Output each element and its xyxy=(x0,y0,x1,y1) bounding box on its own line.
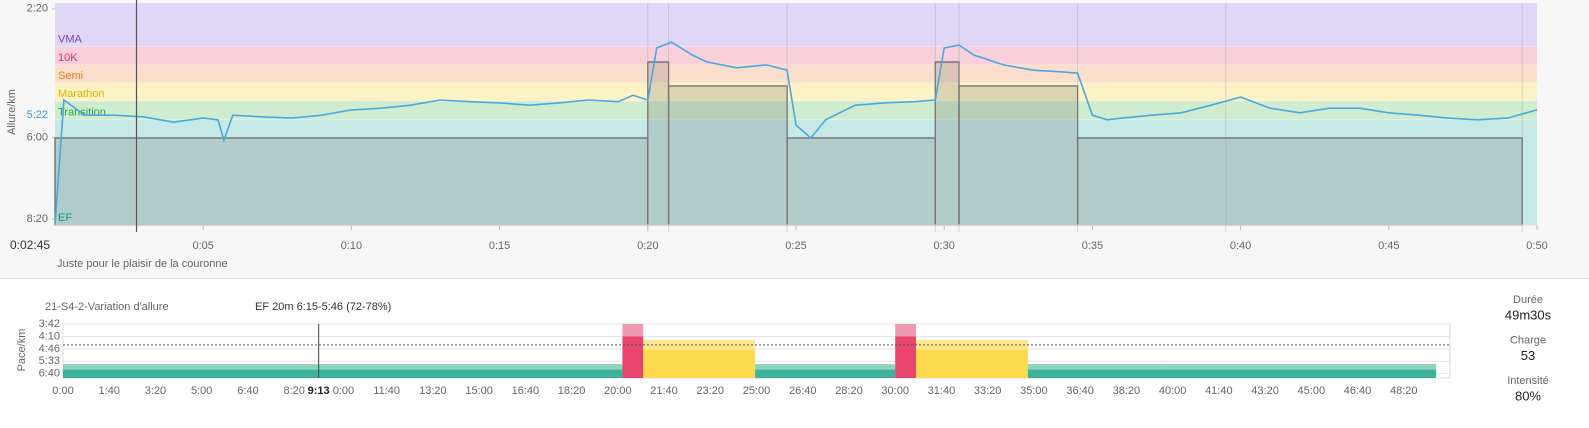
step-bar xyxy=(895,336,917,378)
x-tick-label: 41:40 xyxy=(1205,385,1233,397)
cursor-pace: 5:22 xyxy=(27,109,48,121)
pace-zone xyxy=(55,46,1537,65)
x-tick-label: 43:20 xyxy=(1251,385,1279,397)
pace-zone xyxy=(55,64,1537,84)
y-tick-label: 2:20 xyxy=(27,3,48,15)
target-pace xyxy=(786,137,936,226)
x-tick-label: 40:00 xyxy=(1159,385,1187,397)
y-tick-label: 6:00 xyxy=(27,131,48,143)
x-tick-label: 3:20 xyxy=(145,385,166,397)
x-tick-label: 0:15 xyxy=(489,240,510,252)
x-tick-label: 25:00 xyxy=(743,385,771,397)
x-tick-label: 11:40 xyxy=(373,385,400,397)
x-tick-label: 21:40 xyxy=(650,385,678,397)
target-pace xyxy=(667,85,788,226)
step-band xyxy=(1167,364,1437,370)
workout-step: EF 20m 6:15-5:46 (72-78%) xyxy=(255,301,391,313)
step-band xyxy=(622,324,644,337)
x-tick-label: 1:40 xyxy=(99,385,120,397)
step-bar xyxy=(1167,369,1437,378)
cursor-time: 0:02:45 xyxy=(10,238,50,252)
x-tick-label: 18:20 xyxy=(558,385,586,397)
x-tick-label: 16:40 xyxy=(512,385,540,397)
y-tick-label: 3:42 xyxy=(39,318,60,330)
x-tick-label: 15:00 xyxy=(465,385,493,397)
x-tick-label: 8:20 xyxy=(283,385,304,397)
x-tick-label: 5:00 xyxy=(191,385,212,397)
x-tick-label: 13:20 xyxy=(419,385,447,397)
step-band xyxy=(1027,364,1168,370)
step-bar xyxy=(622,336,644,378)
x-tick-label: 0:40 xyxy=(1230,240,1251,252)
workout-title: 21-S4-2-Variation d'allure xyxy=(45,301,169,313)
target-pace xyxy=(958,85,1079,226)
step-band xyxy=(63,364,623,370)
x-tick-label: 0:20 xyxy=(637,240,658,252)
y-tick-label: 4:46 xyxy=(39,343,60,355)
x-tick-label: 28:20 xyxy=(835,385,863,397)
step-bar xyxy=(643,349,756,378)
x-tick-label: 23:20 xyxy=(697,385,725,397)
x-tick-label: 45:00 xyxy=(1298,385,1326,397)
step-bar xyxy=(63,369,623,378)
y-tick-label: 8:20 xyxy=(27,213,48,225)
zone-label: EF xyxy=(58,212,72,224)
x-tick-label: 10:00 xyxy=(327,385,355,397)
x-tick-label: 0:25 xyxy=(785,240,806,252)
pace-zone xyxy=(55,3,1537,47)
x-tick-label: 0:00 xyxy=(52,385,73,397)
step-band xyxy=(895,324,917,337)
pace-line xyxy=(54,41,1538,226)
zone-label: 10K xyxy=(58,52,78,64)
x-tick-label: 20:00 xyxy=(604,385,632,397)
step-band xyxy=(755,364,896,370)
x-tick-label: 38:20 xyxy=(1113,385,1141,397)
x-tick-label: 35:00 xyxy=(1020,385,1048,397)
x-tick-label: 0:05 xyxy=(192,240,213,252)
x-tick-label: 46:40 xyxy=(1344,385,1372,397)
x-tick-label: 26:40 xyxy=(789,385,817,397)
step-bar xyxy=(755,369,896,378)
x-tick-label: 36:40 xyxy=(1066,385,1094,397)
target-pace xyxy=(934,61,960,226)
x-tick-label: 6:40 xyxy=(237,385,258,397)
y-tick-label: 5:33 xyxy=(39,355,60,367)
step-bar xyxy=(1027,369,1168,378)
zone-label: VMA xyxy=(58,34,83,46)
zone-label: Marathon xyxy=(58,88,104,100)
subtitle: Juste pour le plaisir de la couronne xyxy=(57,258,228,270)
x-tick-label: 0:30 xyxy=(933,240,954,252)
cursor-label-bg xyxy=(304,383,333,399)
pace-zone xyxy=(55,83,1537,102)
stat-value: 49m30s xyxy=(1505,307,1552,322)
y-tick-label: 6:40 xyxy=(39,368,60,380)
x-tick-label: 31:40 xyxy=(928,385,956,397)
y-tick-label: 4:10 xyxy=(39,330,60,342)
x-tick-label: 33:20 xyxy=(974,385,1002,397)
x-tick-label: 0:35 xyxy=(1082,240,1103,252)
stat-value: 53 xyxy=(1521,348,1535,363)
stat-value: 80% xyxy=(1515,388,1541,403)
x-tick-label: 0:45 xyxy=(1378,240,1399,252)
stat-label: Durée xyxy=(1513,294,1543,306)
x-tick-label: 0:10 xyxy=(341,240,362,252)
y-axis-label: Pace/km xyxy=(16,329,28,372)
target-pace xyxy=(1076,137,1523,226)
step-bar xyxy=(916,349,1028,378)
pace-zone xyxy=(55,101,1537,120)
x-tick-label: 30:00 xyxy=(881,385,909,397)
x-tick-label: 0:50 xyxy=(1526,240,1547,252)
stat-label: Charge xyxy=(1510,334,1546,346)
target-pace xyxy=(54,137,649,226)
stat-label: Intensité xyxy=(1507,375,1549,387)
y-axis-label: Allure/km xyxy=(6,89,18,135)
cursor-time: 9:13 xyxy=(308,385,330,397)
x-tick-label: 48:20 xyxy=(1390,385,1418,397)
zone-label: Semi xyxy=(58,70,83,82)
